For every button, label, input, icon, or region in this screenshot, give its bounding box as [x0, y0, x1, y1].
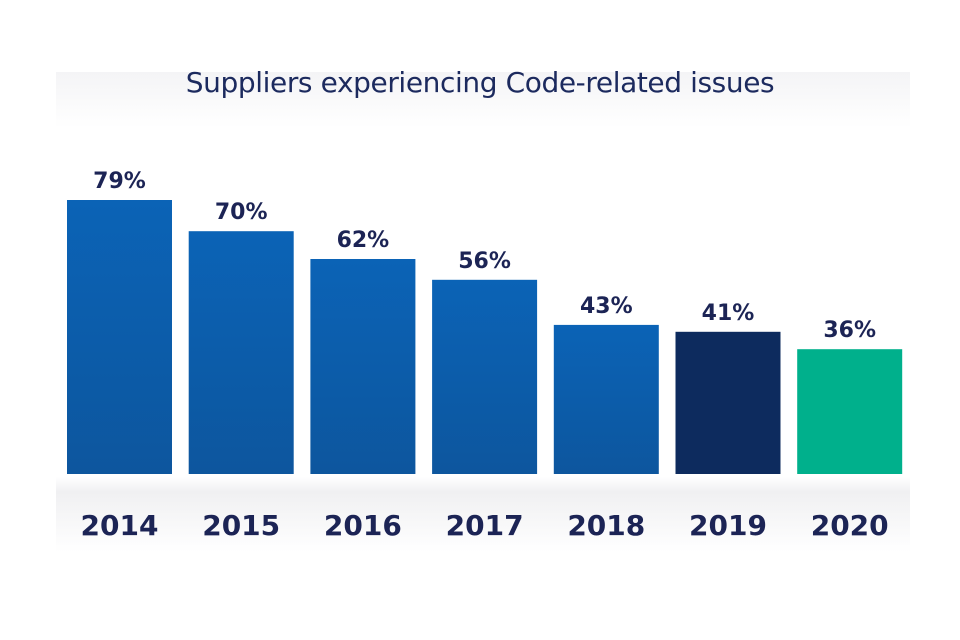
value-label-2015: 70%	[215, 200, 268, 225]
bar-2019	[675, 331, 781, 474]
x-tick-2016: 2016	[324, 509, 402, 542]
bar-2017	[432, 279, 538, 474]
bar-2020	[797, 349, 903, 474]
x-tick-2018: 2018	[567, 509, 645, 542]
bar-2016	[310, 259, 416, 474]
x-tick-2014: 2014	[81, 509, 159, 542]
x-axis-ticks: 2014 2015 2016 2017 2018 2019 2020	[81, 509, 889, 542]
value-label-2017: 56%	[458, 249, 511, 274]
value-label-2019: 41%	[702, 301, 755, 326]
bars-group	[67, 200, 903, 474]
x-tick-2020: 2020	[811, 509, 889, 542]
bar-2014	[67, 200, 172, 474]
value-label-2018: 43%	[580, 294, 633, 319]
x-tick-2015: 2015	[202, 509, 280, 542]
value-label-2016: 62%	[337, 228, 390, 253]
chart-title: Suppliers experiencing Code-related issu…	[185, 66, 775, 99]
value-label-2014: 79%	[93, 169, 146, 194]
x-tick-2017: 2017	[446, 509, 524, 542]
bar-2015	[188, 231, 294, 474]
x-tick-2019: 2019	[689, 509, 767, 542]
value-labels-group: 79% 70% 62% 56% 43% 41% 36%	[93, 169, 876, 343]
bar-2018	[553, 324, 659, 474]
value-label-2020: 36%	[823, 318, 876, 343]
